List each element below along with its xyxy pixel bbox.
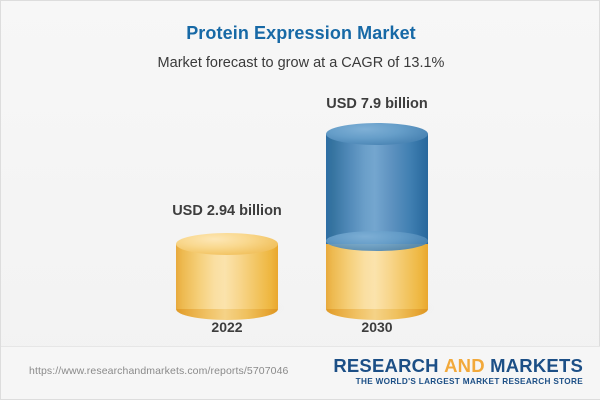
brand-word-markets: MARKETS — [490, 355, 583, 376]
bar-2030-segment-junction — [326, 231, 428, 251]
brand-wordmark: RESEARCH AND MARKETS — [333, 356, 583, 375]
value-label-2022: USD 2.94 billion — [172, 203, 282, 219]
brand-word-research: RESEARCH — [333, 355, 439, 376]
plot-area: USD 2.94 billion 2022 USD 7.9 billion — [1, 1, 600, 346]
bar-2022[interactable] — [176, 233, 278, 320]
brand-word-and: AND — [444, 355, 485, 376]
bar-2030-segment-upper — [326, 134, 428, 244]
chart-subtitle: Market forecast to grow at a CAGR of 13.… — [157, 55, 445, 71]
footer: https://www.researchandmarkets.com/repor… — [1, 346, 600, 399]
chart-title: Protein Expression Market — [186, 23, 416, 43]
category-label-2030: 2030 — [361, 319, 393, 335]
category-label-2022: 2022 — [211, 319, 243, 335]
brand-logo[interactable]: RESEARCH AND MARKETS THE WORLD'S LARGEST… — [333, 356, 583, 387]
bar-2030-cap — [326, 123, 428, 145]
source-url[interactable]: https://www.researchandmarkets.com/repor… — [29, 365, 289, 377]
bar-2030[interactable] — [326, 123, 428, 320]
brand-tagline: THE WORLD'S LARGEST MARKET RESEARCH STOR… — [355, 377, 583, 387]
bar-2030-segment-lower — [326, 242, 428, 309]
bar-2022-cap — [176, 233, 278, 255]
value-label-2030: USD 7.9 billion — [326, 96, 428, 112]
